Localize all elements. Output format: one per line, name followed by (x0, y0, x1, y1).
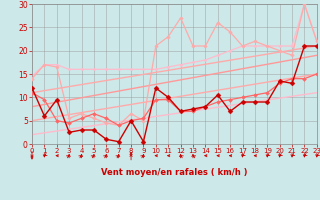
X-axis label: Vent moyen/en rafales ( km/h ): Vent moyen/en rafales ( km/h ) (101, 168, 248, 177)
